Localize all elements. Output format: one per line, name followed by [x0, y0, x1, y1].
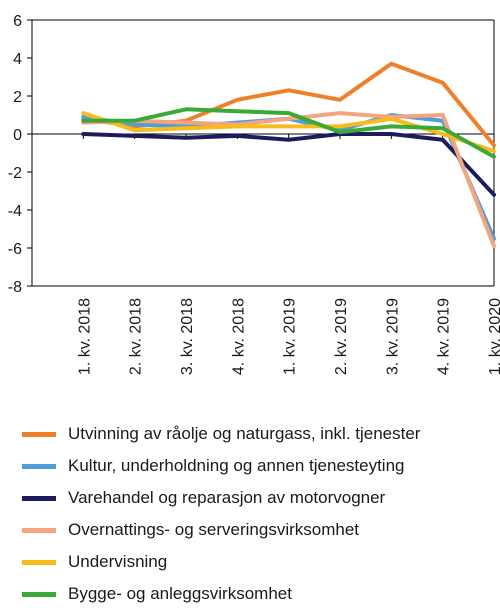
x-tick-label: 3. kv. 2018 [179, 298, 196, 375]
line-chart: 6 4 2 0 -2 -4 -6 -8 1. kv. 2018 2. kv. 2018 3. kv… [8, 13, 500, 375]
series-line-1 [81, 61, 496, 148]
y-tick-label: -6 [8, 241, 22, 258]
legend-swatch [22, 559, 56, 565]
legend-swatch [22, 495, 56, 501]
legend-label: Varehandel og reparasjon av motorvogner [68, 488, 386, 507]
x-tick-label: 4. kv. 2019 [436, 298, 453, 375]
legend-swatch [22, 527, 56, 533]
y-tick-label: -8 [8, 279, 22, 296]
legend-label: Undervisning [68, 552, 168, 571]
legend-item-6: Bygge- og anleggsvirksomhet [22, 578, 492, 610]
y-tick-label: 0 [13, 127, 22, 144]
y-tick-label: 6 [13, 13, 22, 30]
legend-item-3: Varehandel og reparasjon av motorvogner [22, 482, 492, 514]
legend-label: Bygge- og anleggsvirksomhet [68, 584, 292, 603]
x-axis: 1. kv. 2018 2. kv. 2018 3. kv. 2018 4. kv. … [32, 133, 500, 375]
series-line-6 [81, 107, 496, 159]
x-tick-label: 1. kv. 2020 [487, 298, 500, 375]
x-tick-label: 3. kv. 2019 [384, 298, 401, 375]
legend-label: Overnattings- og serveringsvirksomhet [68, 520, 360, 539]
legend: Utvinning av råolje og naturgass, inkl. … [22, 418, 492, 610]
legend-item-4: Overnattings- og serveringsvirksomhet [22, 514, 492, 546]
legend-item-1: Utvinning av råolje og naturgass, inkl. … [22, 418, 492, 450]
y-tick-label: 2 [13, 89, 22, 106]
series-line-3 [81, 132, 496, 197]
x-tick-label: 1. kv. 2018 [76, 298, 93, 375]
legend-label: Utvinning av råolje og naturgass, inkl. … [68, 424, 421, 443]
y-tick-label: -4 [8, 203, 22, 220]
legend-item-2: Kultur, underholdning og annen tjenestey… [22, 450, 492, 482]
series-layer [81, 61, 496, 249]
legend-swatch [22, 463, 56, 469]
y-tick-label: -2 [8, 165, 22, 182]
legend-swatch [22, 431, 56, 437]
x-tick-label: 4. kv. 2018 [230, 298, 247, 375]
x-tick-label: 2. kv. 2019 [333, 298, 350, 375]
x-tick-label: 2. kv. 2018 [128, 298, 145, 375]
legend-swatch [22, 591, 56, 597]
legend-label: Kultur, underholdning og annen tjenestey… [68, 456, 405, 475]
y-tick-label: 4 [13, 51, 22, 68]
legend-item-5: Undervisning [22, 546, 492, 578]
x-tick-label: 1. kv. 2019 [282, 298, 299, 375]
series-line-4 [81, 111, 496, 249]
y-axis: 6 4 2 0 -2 -4 -6 -8 [8, 13, 495, 296]
